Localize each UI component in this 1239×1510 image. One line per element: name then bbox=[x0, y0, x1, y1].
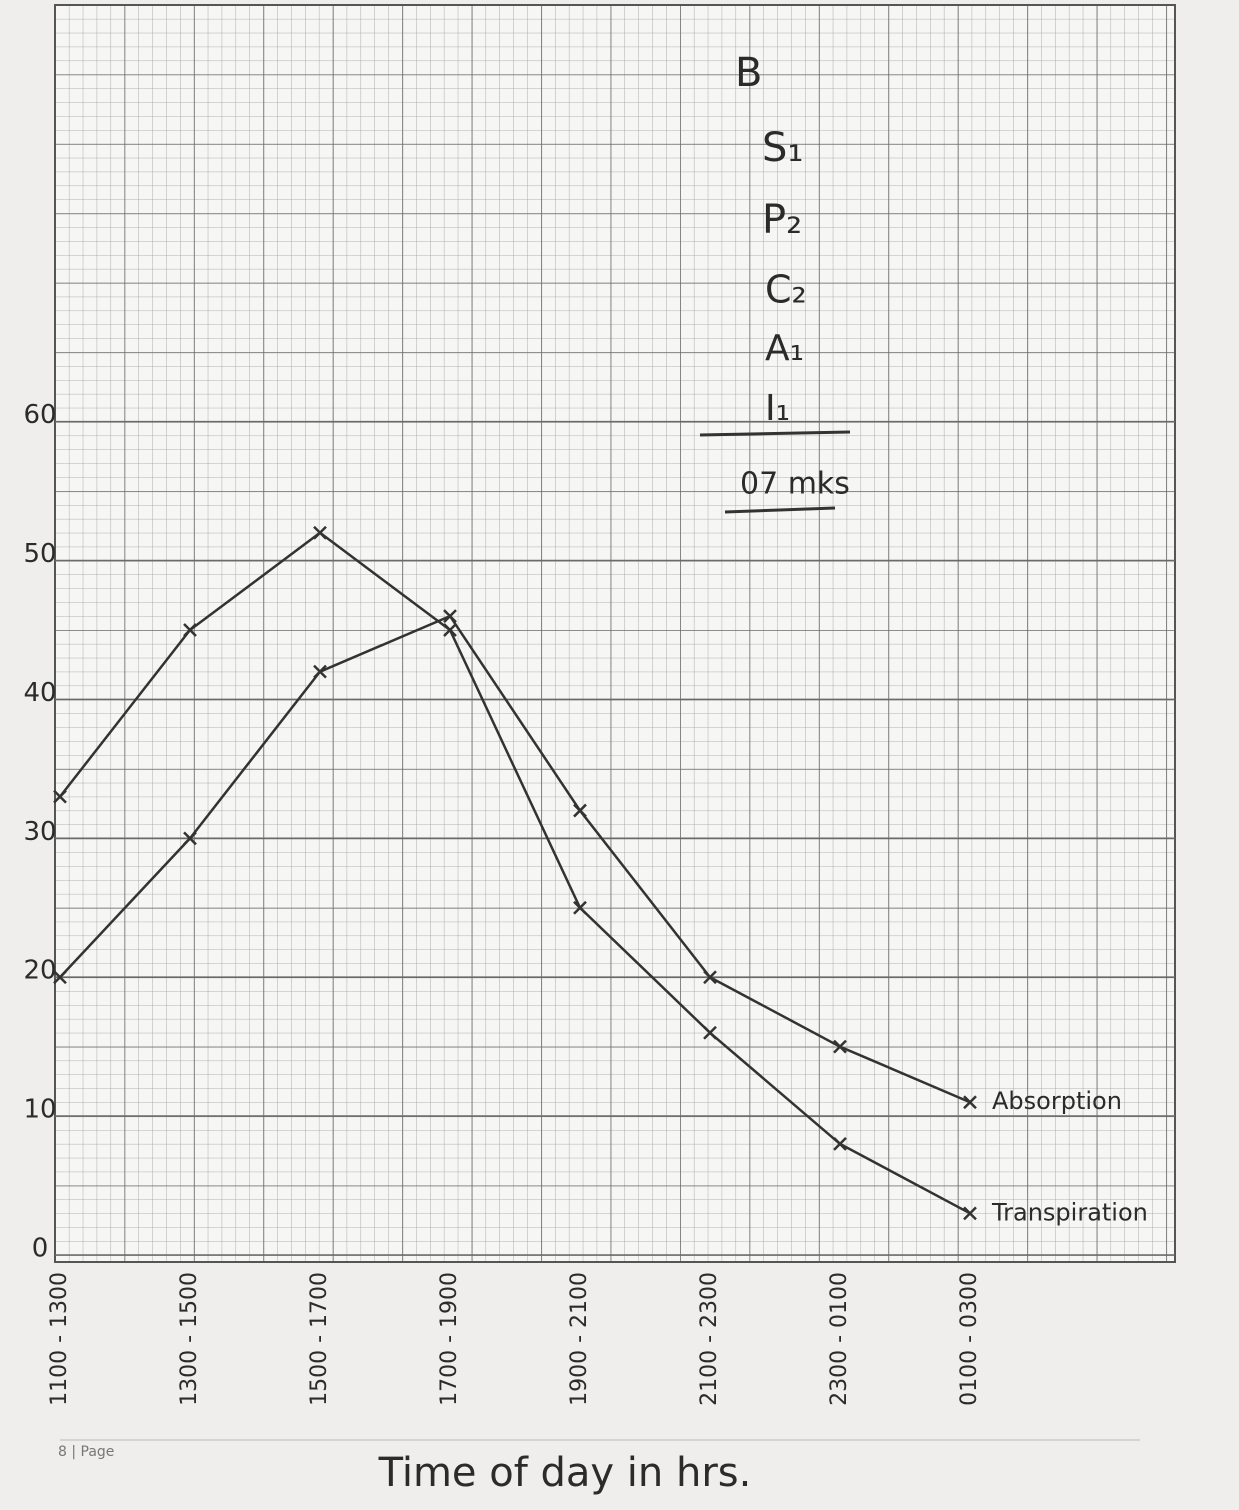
annotation: I₁ bbox=[765, 388, 790, 429]
point-marker bbox=[703, 970, 717, 985]
y-tick-label: 60 bbox=[23, 400, 56, 430]
point-marker bbox=[443, 623, 457, 637]
x-tick-label: 1300 - 1500 bbox=[177, 1272, 202, 1406]
point-marker bbox=[183, 831, 197, 846]
point-marker bbox=[573, 900, 587, 915]
x-tick-label: 2300 - 0100 bbox=[827, 1272, 852, 1406]
y-tick-label: 20 bbox=[23, 956, 56, 986]
point-marker bbox=[313, 525, 327, 540]
series-line bbox=[59, 531, 971, 1215]
point-marker bbox=[573, 803, 587, 818]
annotation: B bbox=[735, 50, 762, 96]
y-tick-label: 10 bbox=[23, 1095, 56, 1125]
annotation: S₁ bbox=[762, 125, 803, 171]
point-marker bbox=[833, 1137, 847, 1151]
annotation: A₁ bbox=[765, 328, 804, 369]
point-marker bbox=[963, 1095, 977, 1110]
point-marker bbox=[703, 1025, 717, 1040]
plot-border bbox=[54, 4, 1176, 1263]
point-marker bbox=[443, 609, 457, 623]
x-tick-label: 1900 - 2100 bbox=[567, 1272, 592, 1406]
point-marker bbox=[963, 1206, 977, 1221]
x-tick-label: 1500 - 1700 bbox=[307, 1272, 332, 1406]
y-tick-label: 50 bbox=[23, 539, 56, 569]
annotation: 07 mks bbox=[740, 467, 850, 502]
series-label: Transpiration bbox=[991, 1198, 1148, 1226]
page-footer: 8 | Page bbox=[58, 1444, 114, 1460]
point-marker bbox=[833, 1039, 847, 1054]
annotation: P₂ bbox=[762, 197, 802, 243]
underline bbox=[699, 430, 851, 437]
point-marker bbox=[183, 623, 197, 637]
underline bbox=[724, 506, 836, 514]
series-line bbox=[59, 614, 971, 1104]
point-marker bbox=[313, 664, 327, 679]
annotation: C₂ bbox=[765, 268, 807, 312]
x-tick-label: 2100 - 2300 bbox=[697, 1272, 722, 1406]
x-axis-label: Time of day in hrs. bbox=[378, 1450, 752, 1496]
point-marker bbox=[53, 789, 67, 804]
x-tick-label: 0100 - 0300 bbox=[957, 1272, 982, 1406]
y-tick-label: 40 bbox=[23, 678, 56, 708]
x-tick-label: 1700 - 1900 bbox=[437, 1272, 462, 1406]
series-label: Absorption bbox=[992, 1087, 1122, 1115]
y-tick-label: 30 bbox=[23, 817, 56, 847]
point-marker bbox=[53, 970, 67, 985]
major-grid bbox=[55, 5, 1175, 1262]
x-tick-label: 1100 - 1300 bbox=[47, 1272, 72, 1406]
y-tick-label: 0 bbox=[32, 1234, 49, 1264]
